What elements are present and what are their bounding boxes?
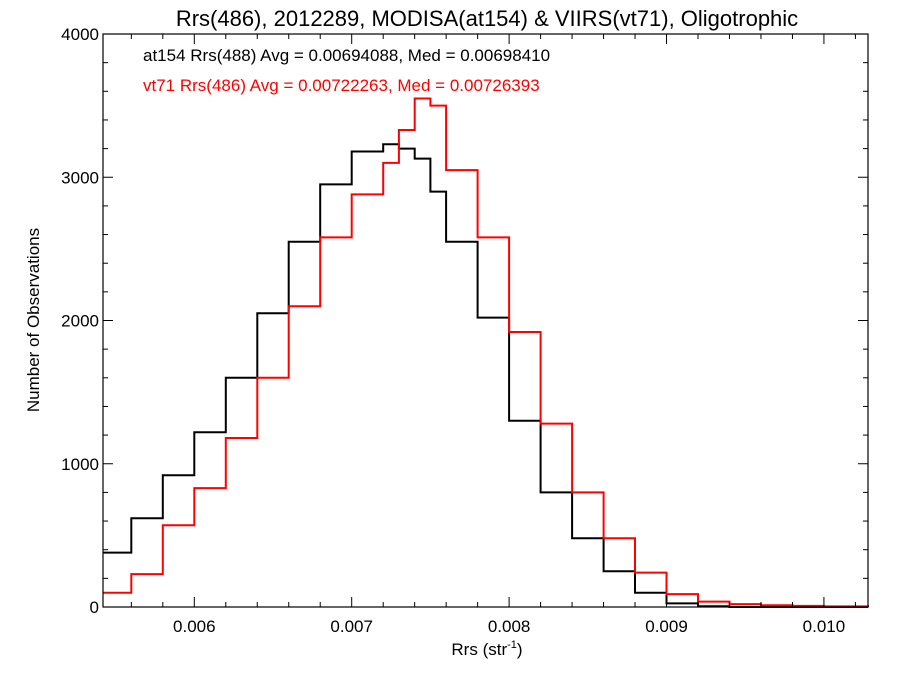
- series-1-line: [103, 97, 869, 608]
- y-tick-label-0: 0: [90, 598, 99, 617]
- series-layer: [103, 97, 869, 608]
- x-tick-label-1: 0.007: [330, 617, 373, 636]
- x-tick-label-4: 0.010: [803, 617, 846, 636]
- annotation-viirs-stats: vt71 Rrs(486) Avg = 0.00722263, Med = 0.…: [143, 76, 540, 95]
- y-tick-label-3: 3000: [61, 168, 99, 187]
- x-tick-label-3: 0.009: [645, 617, 688, 636]
- chart-title: Rrs(486), 2012289, MODISA(at154) & VIIRS…: [176, 6, 798, 31]
- plot-frame: [102, 33, 869, 608]
- y-axis-ticks: 0 1000 2000 3000 4000: [61, 25, 868, 617]
- series-0-line: [103, 143, 868, 608]
- y-tick-label-1: 1000: [61, 455, 99, 474]
- x-axis-label-close: ): [517, 640, 523, 659]
- x-tick-label-2: 0.008: [488, 617, 531, 636]
- x-axis-label-superscript: -1: [507, 639, 517, 651]
- y-tick-label-2: 2000: [61, 312, 99, 331]
- x-tick-label-0: 0.006: [173, 617, 216, 636]
- x-axis-ticks: 0.006 0.007 0.008 0.009 0.010: [130, 34, 856, 636]
- annotation-modisa-stats: at154 Rrs(488) Avg = 0.00694088, Med = 0…: [143, 46, 550, 65]
- y-axis-label: Number of Observations: [24, 228, 43, 412]
- x-axis-label-main: Rrs (str: [451, 640, 507, 659]
- y-tick-label-4: 4000: [61, 25, 99, 44]
- x-axis-label: Rrs (str-1): [451, 639, 522, 659]
